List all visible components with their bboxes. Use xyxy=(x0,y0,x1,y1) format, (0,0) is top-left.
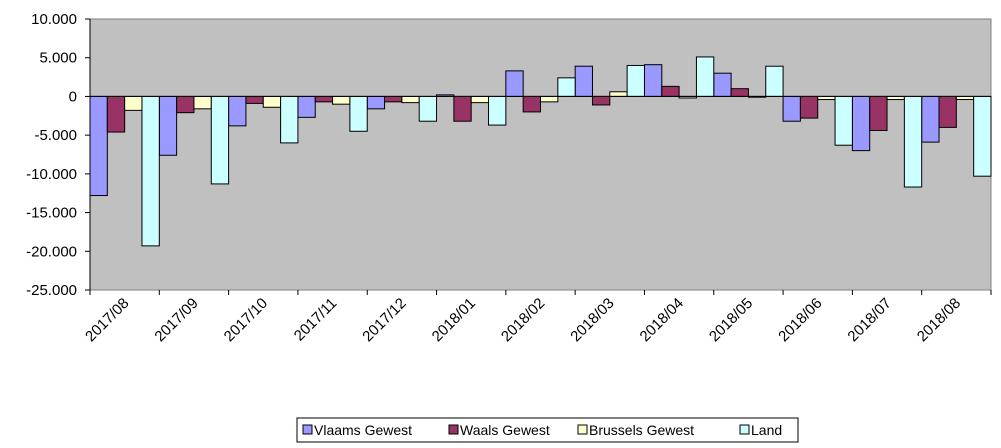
y-axis: 10.000 5.000 0 -5.000 -10.000 -15.000 -20.000 -… xyxy=(26,11,90,299)
bar-land-2018-04 xyxy=(695,56,715,97)
y-tick-label: 0 xyxy=(69,88,77,105)
bar-vlaams-gewest-2018-07 xyxy=(851,95,871,152)
bar-brussels-gewest-2017-11 xyxy=(332,95,351,105)
x-tick-label: 2017/09 xyxy=(151,295,201,345)
bar-land-2018-07 xyxy=(903,95,923,188)
bar-land-2017-12 xyxy=(418,95,438,122)
y-tick-label: -10.000 xyxy=(26,166,77,183)
bar-waals-gewest-2017-09 xyxy=(176,95,195,114)
bar-vlaams-gewest-2017-11 xyxy=(297,95,316,118)
x-tick-label: 2018/03 xyxy=(567,295,617,345)
y-tick-label: 5.000 xyxy=(39,50,77,67)
x-tick-label: 2018/01 xyxy=(429,295,479,345)
bar-brussels-gewest-2018-03 xyxy=(609,91,628,97)
legend-label: Waals Gewest xyxy=(460,422,550,438)
legend-label: Land xyxy=(751,422,782,438)
bar-brussels-gewest-2017-09 xyxy=(193,95,212,110)
x-axis: 2017/08 2017/09 2017/10 2017/11 2017/12 2018/… xyxy=(82,290,992,345)
bar-land-2018-05 xyxy=(765,65,784,97)
bar-land-2017-10 xyxy=(280,95,299,144)
x-tick-label: 2017/11 xyxy=(291,295,341,345)
bar-waals-gewest-2017-12 xyxy=(384,95,403,103)
bar-waals-gewest-2018-04 xyxy=(661,85,680,97)
bar-waals-gewest-2018-03 xyxy=(591,95,611,106)
bar-waals-gewest-2018-08 xyxy=(938,95,957,128)
plot-area xyxy=(89,18,992,291)
bar-vlaams-gewest-2018-02 xyxy=(505,70,524,97)
bar-vlaams-gewest-2017-12 xyxy=(366,95,386,110)
bar-waals-gewest-2018-06 xyxy=(799,95,819,119)
bar-brussels-gewest-2017-12 xyxy=(401,95,420,104)
bar-land-2017-08 xyxy=(141,95,160,247)
bar-vlaams-gewest-2018-06 xyxy=(782,95,801,122)
x-tick-label: 2017/10 xyxy=(221,295,271,345)
bar-land-2017-11 xyxy=(349,95,368,132)
x-tick-label: 2018/06 xyxy=(775,295,825,345)
bar-brussels-gewest-2018-01 xyxy=(470,95,490,104)
bar-land-2018-03 xyxy=(626,64,645,97)
bar-land-2017-09 xyxy=(210,95,230,185)
bar-brussels-gewest-2018-02 xyxy=(540,95,559,103)
y-tick-label: 10.000 xyxy=(31,11,77,28)
bar-waals-gewest-2018-07 xyxy=(869,95,888,131)
x-tick-label: 2018/05 xyxy=(706,295,756,345)
bar-vlaams-gewest-2017-10 xyxy=(228,95,247,127)
bar-land-2018-06 xyxy=(834,95,853,146)
bar-vlaams-gewest-2018-05 xyxy=(713,72,732,97)
x-tick-label: 2017/12 xyxy=(359,295,409,345)
bar-vlaams-gewest-2018-04 xyxy=(643,64,663,97)
y-tick-label: -25.000 xyxy=(26,282,77,299)
y-tick-label: -15.000 xyxy=(26,205,77,222)
legend-swatch xyxy=(448,424,459,435)
bar-waals-gewest-2018-01 xyxy=(453,95,472,122)
bar-vlaams-gewest-2018-08 xyxy=(921,95,940,143)
bar-waals-gewest-2018-05 xyxy=(730,88,749,97)
bar-brussels-gewest-2017-10 xyxy=(262,95,282,108)
legend: Vlaams Gewest Waals Gewest Brussels Gewest… xyxy=(296,417,799,443)
legend-swatch xyxy=(302,424,313,435)
bar-waals-gewest-2017-10 xyxy=(245,95,264,104)
bar-land-2018-01 xyxy=(488,95,507,126)
bars-group xyxy=(89,56,992,247)
legend-box xyxy=(296,417,799,443)
x-tick-label: 2018/07 xyxy=(844,295,894,345)
x-tick-label: 2018/08 xyxy=(914,295,964,345)
legend-swatch xyxy=(739,424,750,435)
y-tick-label: -20.000 xyxy=(26,243,77,260)
y-tick-label: -5.000 xyxy=(34,127,77,144)
x-tick-label: 2018/02 xyxy=(498,295,548,345)
legend-label: Brussels Gewest xyxy=(589,422,694,438)
bar-land-2018-02 xyxy=(557,77,576,97)
bar-waals-gewest-2017-08 xyxy=(106,95,126,133)
bar-waals-gewest-2017-11 xyxy=(314,95,334,103)
legend-swatch xyxy=(577,424,588,435)
bar-brussels-gewest-2017-08 xyxy=(124,95,143,111)
bar-vlaams-gewest-2018-03 xyxy=(574,65,593,97)
x-tick-label: 2017/08 xyxy=(82,295,132,345)
bar-vlaams-gewest-2017-09 xyxy=(158,95,178,156)
x-tick-label: 2018/04 xyxy=(637,295,687,345)
bar-waals-gewest-2018-02 xyxy=(522,95,542,113)
bar-vlaams-gewest-2017-08 xyxy=(89,95,108,197)
legend-label: Vlaams Gewest xyxy=(314,422,412,438)
bar-land-2018-08 xyxy=(973,95,992,177)
